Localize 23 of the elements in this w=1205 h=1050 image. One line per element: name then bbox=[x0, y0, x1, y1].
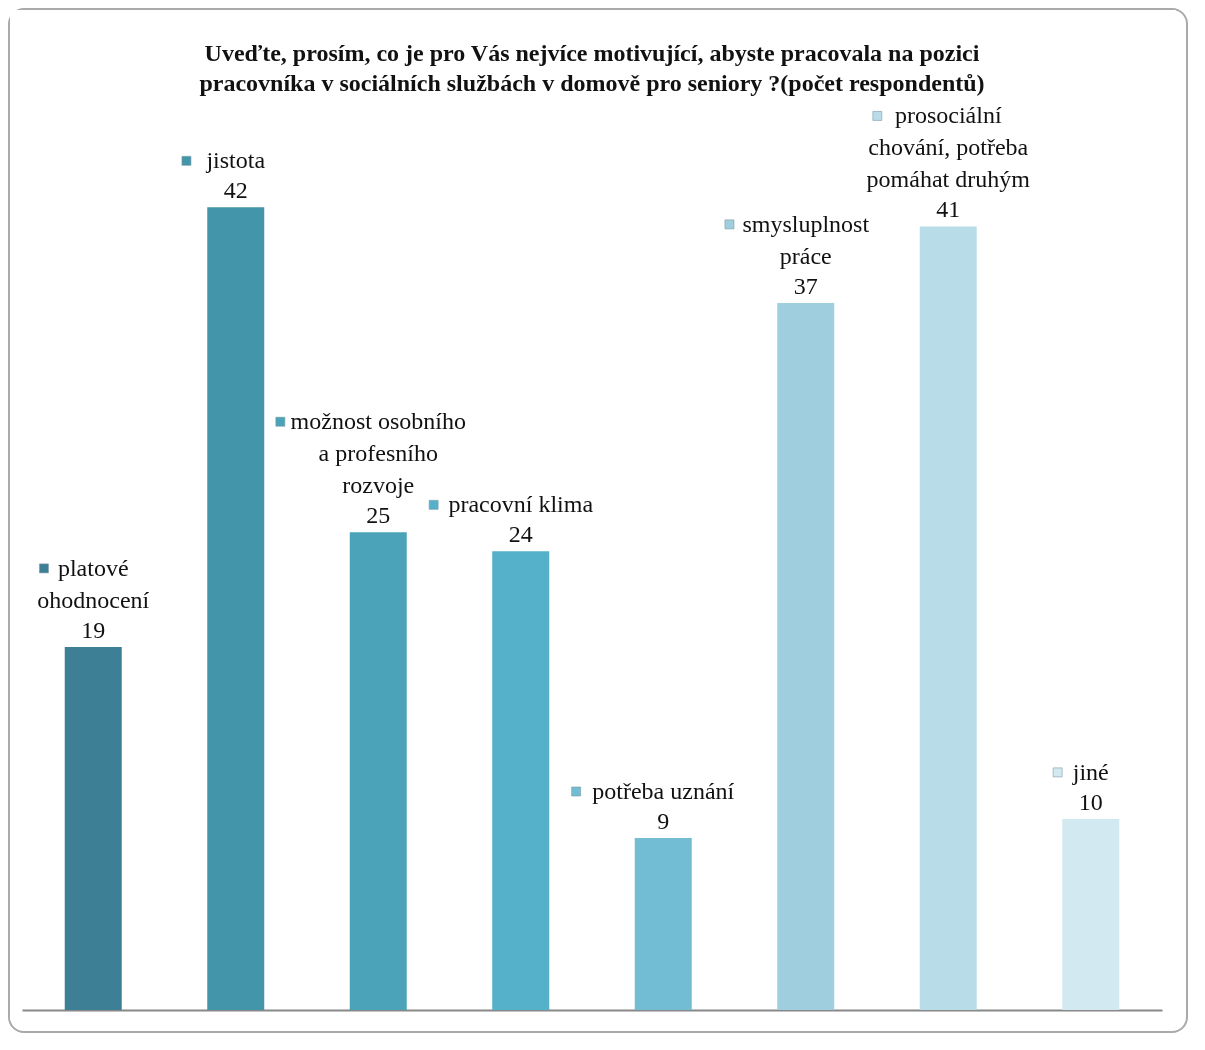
x-tick-label: platové ohodnocení bbox=[37, 554, 150, 613]
data-label: 25 bbox=[366, 502, 391, 529]
bar bbox=[1062, 818, 1120, 1010]
data-label: 37 bbox=[793, 272, 818, 299]
bar bbox=[634, 838, 692, 1010]
data-label: 9 bbox=[657, 808, 670, 834]
bar bbox=[777, 302, 835, 1010]
x-tick-label: jistota bbox=[205, 147, 266, 174]
bar bbox=[492, 551, 550, 1010]
data-label: 42 bbox=[223, 177, 248, 204]
data-label: 24 bbox=[508, 521, 533, 548]
bar bbox=[919, 226, 977, 1010]
data-label: 41 bbox=[936, 196, 961, 223]
bar bbox=[64, 646, 122, 1010]
x-tick-label: jiné bbox=[1071, 758, 1109, 785]
data-label: 19 bbox=[81, 616, 106, 643]
x-tick-label: prosociální chování, potřeba pomáhat druhým bbox=[866, 102, 1031, 193]
x-tick-label: potřeba uznání bbox=[592, 778, 735, 804]
bar bbox=[207, 207, 265, 1010]
bar bbox=[349, 532, 407, 1010]
x-tick-label: smysluplnost práce bbox=[742, 210, 870, 269]
chart-title: Uveďte, prosím, co je pro Vás nejvíce motivující, abyste pracovala na pozici pracovníka v sociálních službách v domově pro seniory ?(počet respondentů) bbox=[199, 40, 985, 97]
data-label: 10 bbox=[1078, 788, 1103, 815]
